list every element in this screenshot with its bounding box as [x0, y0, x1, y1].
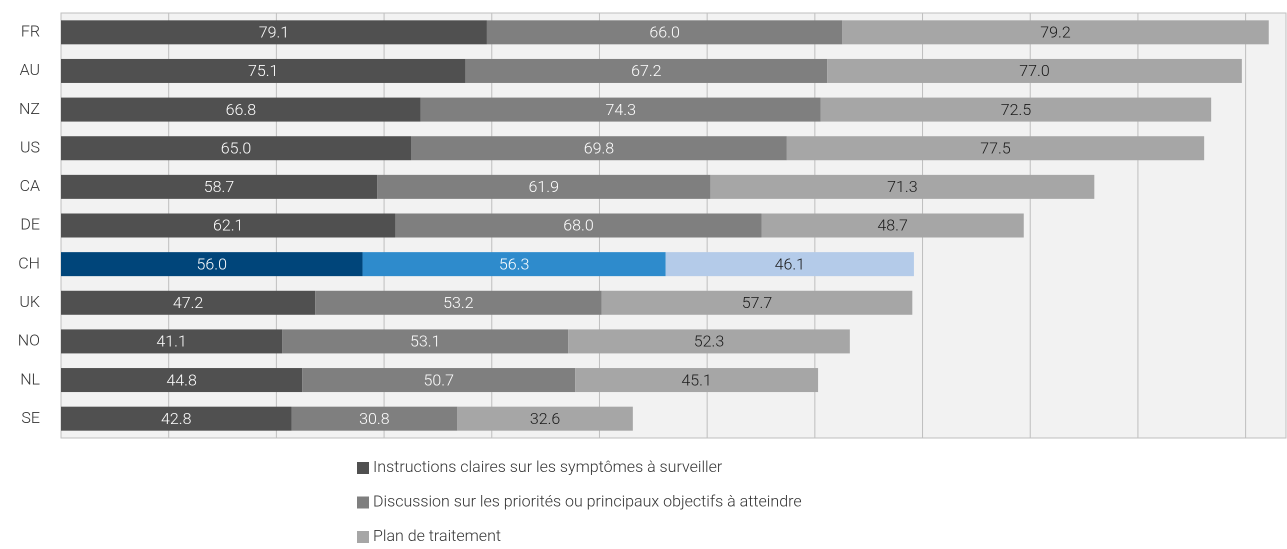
data-label: 74.3	[606, 100, 636, 119]
bar-segment	[61, 368, 303, 393]
data-label: 57.7	[742, 293, 773, 312]
data-label: 61.9	[529, 177, 559, 196]
data-label: 66.0	[649, 23, 679, 42]
bar-segment	[575, 368, 819, 393]
data-label: 75.1	[248, 61, 278, 80]
bar-segment	[61, 329, 283, 354]
bar-segment	[61, 252, 363, 277]
y-tick-label: US	[20, 137, 40, 156]
bar-segment	[61, 213, 396, 238]
data-label: 48.7	[877, 216, 908, 235]
bar-segment	[61, 136, 411, 161]
data-label: 45.1	[681, 370, 711, 389]
bar-segment	[820, 97, 1212, 122]
legend-label: Instructions claires sur les symptômes à…	[373, 457, 723, 476]
data-label: 56.3	[499, 254, 529, 273]
y-tick-label: NL	[20, 369, 40, 388]
data-label: 79.2	[1040, 23, 1071, 42]
data-label: 41.1	[156, 332, 186, 351]
bar-segment	[362, 252, 666, 277]
data-label: 30.8	[359, 409, 390, 428]
bar-segment	[377, 174, 711, 199]
data-label: 46.1	[775, 254, 805, 273]
y-tick-label: SE	[21, 408, 40, 427]
data-label: 32.6	[530, 409, 561, 428]
y-tick-label: UK	[19, 292, 40, 311]
data-label: 72.5	[1001, 100, 1032, 119]
data-label: 58.7	[204, 177, 235, 196]
bar-segment	[665, 252, 914, 277]
data-label: 66.8	[226, 100, 257, 119]
legend-swatch	[357, 531, 369, 543]
bar-segment	[61, 406, 292, 431]
bar-segment	[61, 20, 487, 45]
data-label: 62.1	[213, 216, 243, 235]
data-label: 42.8	[161, 409, 192, 428]
bar-segment	[761, 213, 1024, 238]
data-label: 47.2	[173, 293, 204, 312]
y-tick-label: AU	[20, 60, 40, 79]
data-label: 77.0	[1019, 61, 1049, 80]
y-tick-label: CH	[18, 253, 40, 272]
data-label: 77.5	[980, 138, 1011, 157]
legend-swatch	[357, 462, 369, 474]
legend-label: Plan de traitement	[373, 526, 501, 545]
bar-segment	[61, 58, 466, 83]
bar-segment	[395, 213, 762, 238]
bar-segment	[411, 136, 787, 161]
y-tick-label: DE	[20, 215, 40, 234]
bar-segment	[827, 58, 1242, 83]
y-tick-label: NO	[18, 331, 40, 350]
data-label: 65.0	[221, 138, 251, 157]
bar-segment	[282, 329, 569, 354]
bar-segment	[61, 290, 316, 315]
bar-segment	[291, 406, 458, 431]
data-label: 56.0	[197, 254, 227, 273]
y-tick-label: FR	[21, 22, 40, 41]
bar-segment	[465, 58, 828, 83]
bar-segment	[61, 174, 378, 199]
data-label: 67.2	[631, 61, 662, 80]
bar-segment	[710, 174, 1095, 199]
bar-segment	[61, 97, 421, 122]
bar-segment	[568, 329, 850, 354]
bar-segment	[486, 20, 843, 45]
data-label: 79.1	[259, 23, 289, 42]
bar-segment	[315, 290, 602, 315]
bar-segment	[420, 97, 821, 122]
data-label: 69.8	[584, 138, 615, 157]
bar-segment	[302, 368, 576, 393]
data-label: 50.7	[424, 370, 455, 389]
data-label: 44.8	[166, 370, 197, 389]
legend-swatch	[357, 496, 369, 509]
y-tick-label: CA	[20, 176, 40, 195]
legend-label: Discussion sur les priorités ou principa…	[373, 492, 802, 511]
bar-segment	[842, 20, 1269, 45]
y-tick-label: NZ	[19, 99, 40, 118]
data-label: 53.2	[443, 293, 474, 312]
data-label: 71.3	[887, 177, 917, 196]
bar-segment	[786, 136, 1205, 161]
data-label: 53.1	[410, 332, 440, 351]
bar-segment	[457, 406, 633, 431]
data-label: 68.0	[563, 216, 593, 235]
data-label: 52.3	[694, 332, 724, 351]
bar-segment	[601, 290, 913, 315]
